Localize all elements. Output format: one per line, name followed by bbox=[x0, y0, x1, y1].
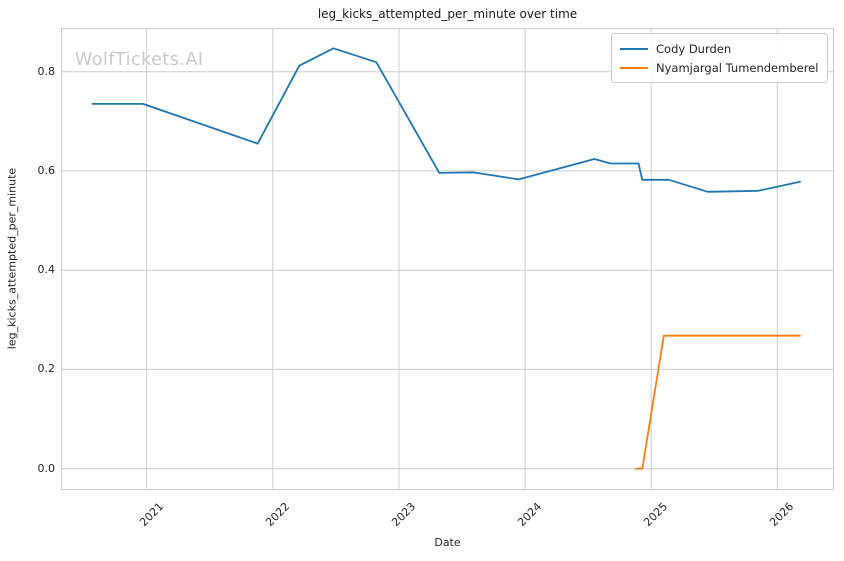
y-tick-label: 0.4 bbox=[37, 263, 56, 277]
y-tick-label: 0.8 bbox=[37, 64, 56, 78]
legend: Cody Durden Nyamjargal Tumendemberel bbox=[611, 33, 829, 83]
y-axis-label: leg_kicks_attempted_per_minute bbox=[5, 167, 19, 350]
x-tick-label: 2025 bbox=[641, 500, 671, 529]
legend-item: Cody Durden bbox=[620, 39, 818, 58]
x-tick-label: 2024 bbox=[515, 500, 545, 529]
y-tick-label: 0.6 bbox=[37, 163, 56, 177]
legend-line-swatch-blue bbox=[620, 47, 648, 50]
x-tick-label: 2026 bbox=[767, 500, 797, 529]
plot-area bbox=[61, 28, 834, 490]
chart-title: leg_kicks_attempted_per_minute over time bbox=[317, 7, 578, 21]
y-tick-label: 0.0 bbox=[37, 461, 56, 475]
y-tick-label: 0.2 bbox=[37, 362, 56, 376]
x-axis-label: Date bbox=[434, 536, 461, 549]
x-tick-label: 2021 bbox=[136, 500, 166, 529]
watermark: WolfTickets.AI bbox=[75, 50, 204, 70]
legend-item: Nyamjargal Tumendemberel bbox=[620, 58, 818, 77]
legend-line-swatch-orange bbox=[620, 66, 648, 69]
x-tick-label: 2023 bbox=[389, 500, 419, 529]
legend-label: Nyamjargal Tumendemberel bbox=[656, 60, 819, 75]
x-tick-label: 2022 bbox=[263, 500, 293, 529]
legend-label: Cody Durden bbox=[656, 41, 732, 56]
